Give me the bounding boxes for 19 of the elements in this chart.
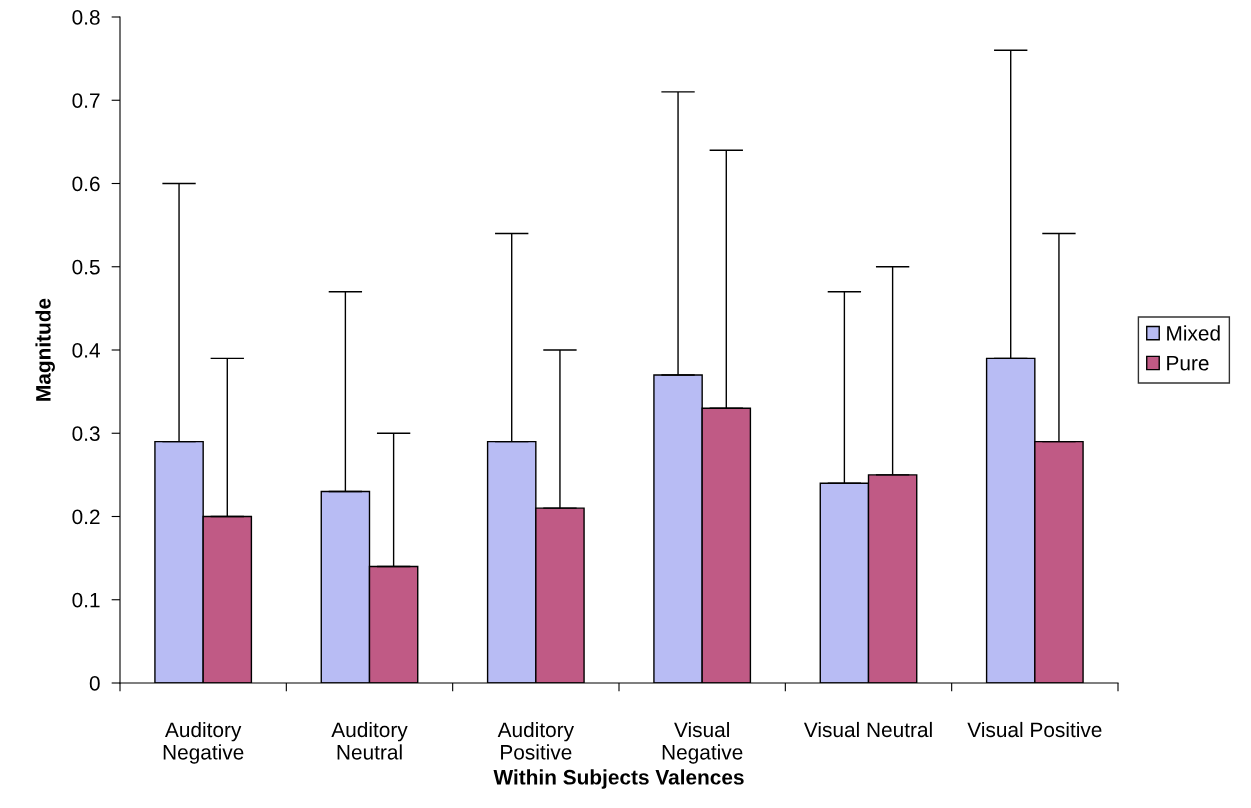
y-tick-label: 0.2 — [72, 509, 100, 525]
x-tick-label: Auditory Positive — [497, 721, 575, 760]
x-tick-label: Auditory Neutral — [331, 721, 408, 760]
legend-label: Mixed — [1167, 325, 1220, 341]
x-tick-label: Visual Positive — [967, 721, 1102, 738]
legend-label: Pure — [1167, 355, 1209, 371]
y-tick-label: 0.5 — [72, 259, 100, 275]
y-tick-label: 0.4 — [72, 343, 100, 358]
x-axis-title: Within Subjects Valences — [493, 769, 744, 789]
y-axis-title: Magnitude — [35, 298, 55, 401]
y-tick-label: 0.8 — [72, 10, 100, 25]
y-tick-label: 0.7 — [72, 93, 100, 108]
y-tick-label: 0.1 — [72, 592, 100, 608]
x-tick-label: Auditory Negative — [163, 721, 244, 764]
y-tick-label: 0 — [89, 676, 100, 691]
y-tick-label: 0.3 — [72, 426, 100, 441]
x-tick-label: Visual Neutral — [803, 721, 932, 738]
x-tick-label: Visual Negative — [662, 721, 743, 764]
y-tick-label: 0.6 — [72, 176, 100, 192]
